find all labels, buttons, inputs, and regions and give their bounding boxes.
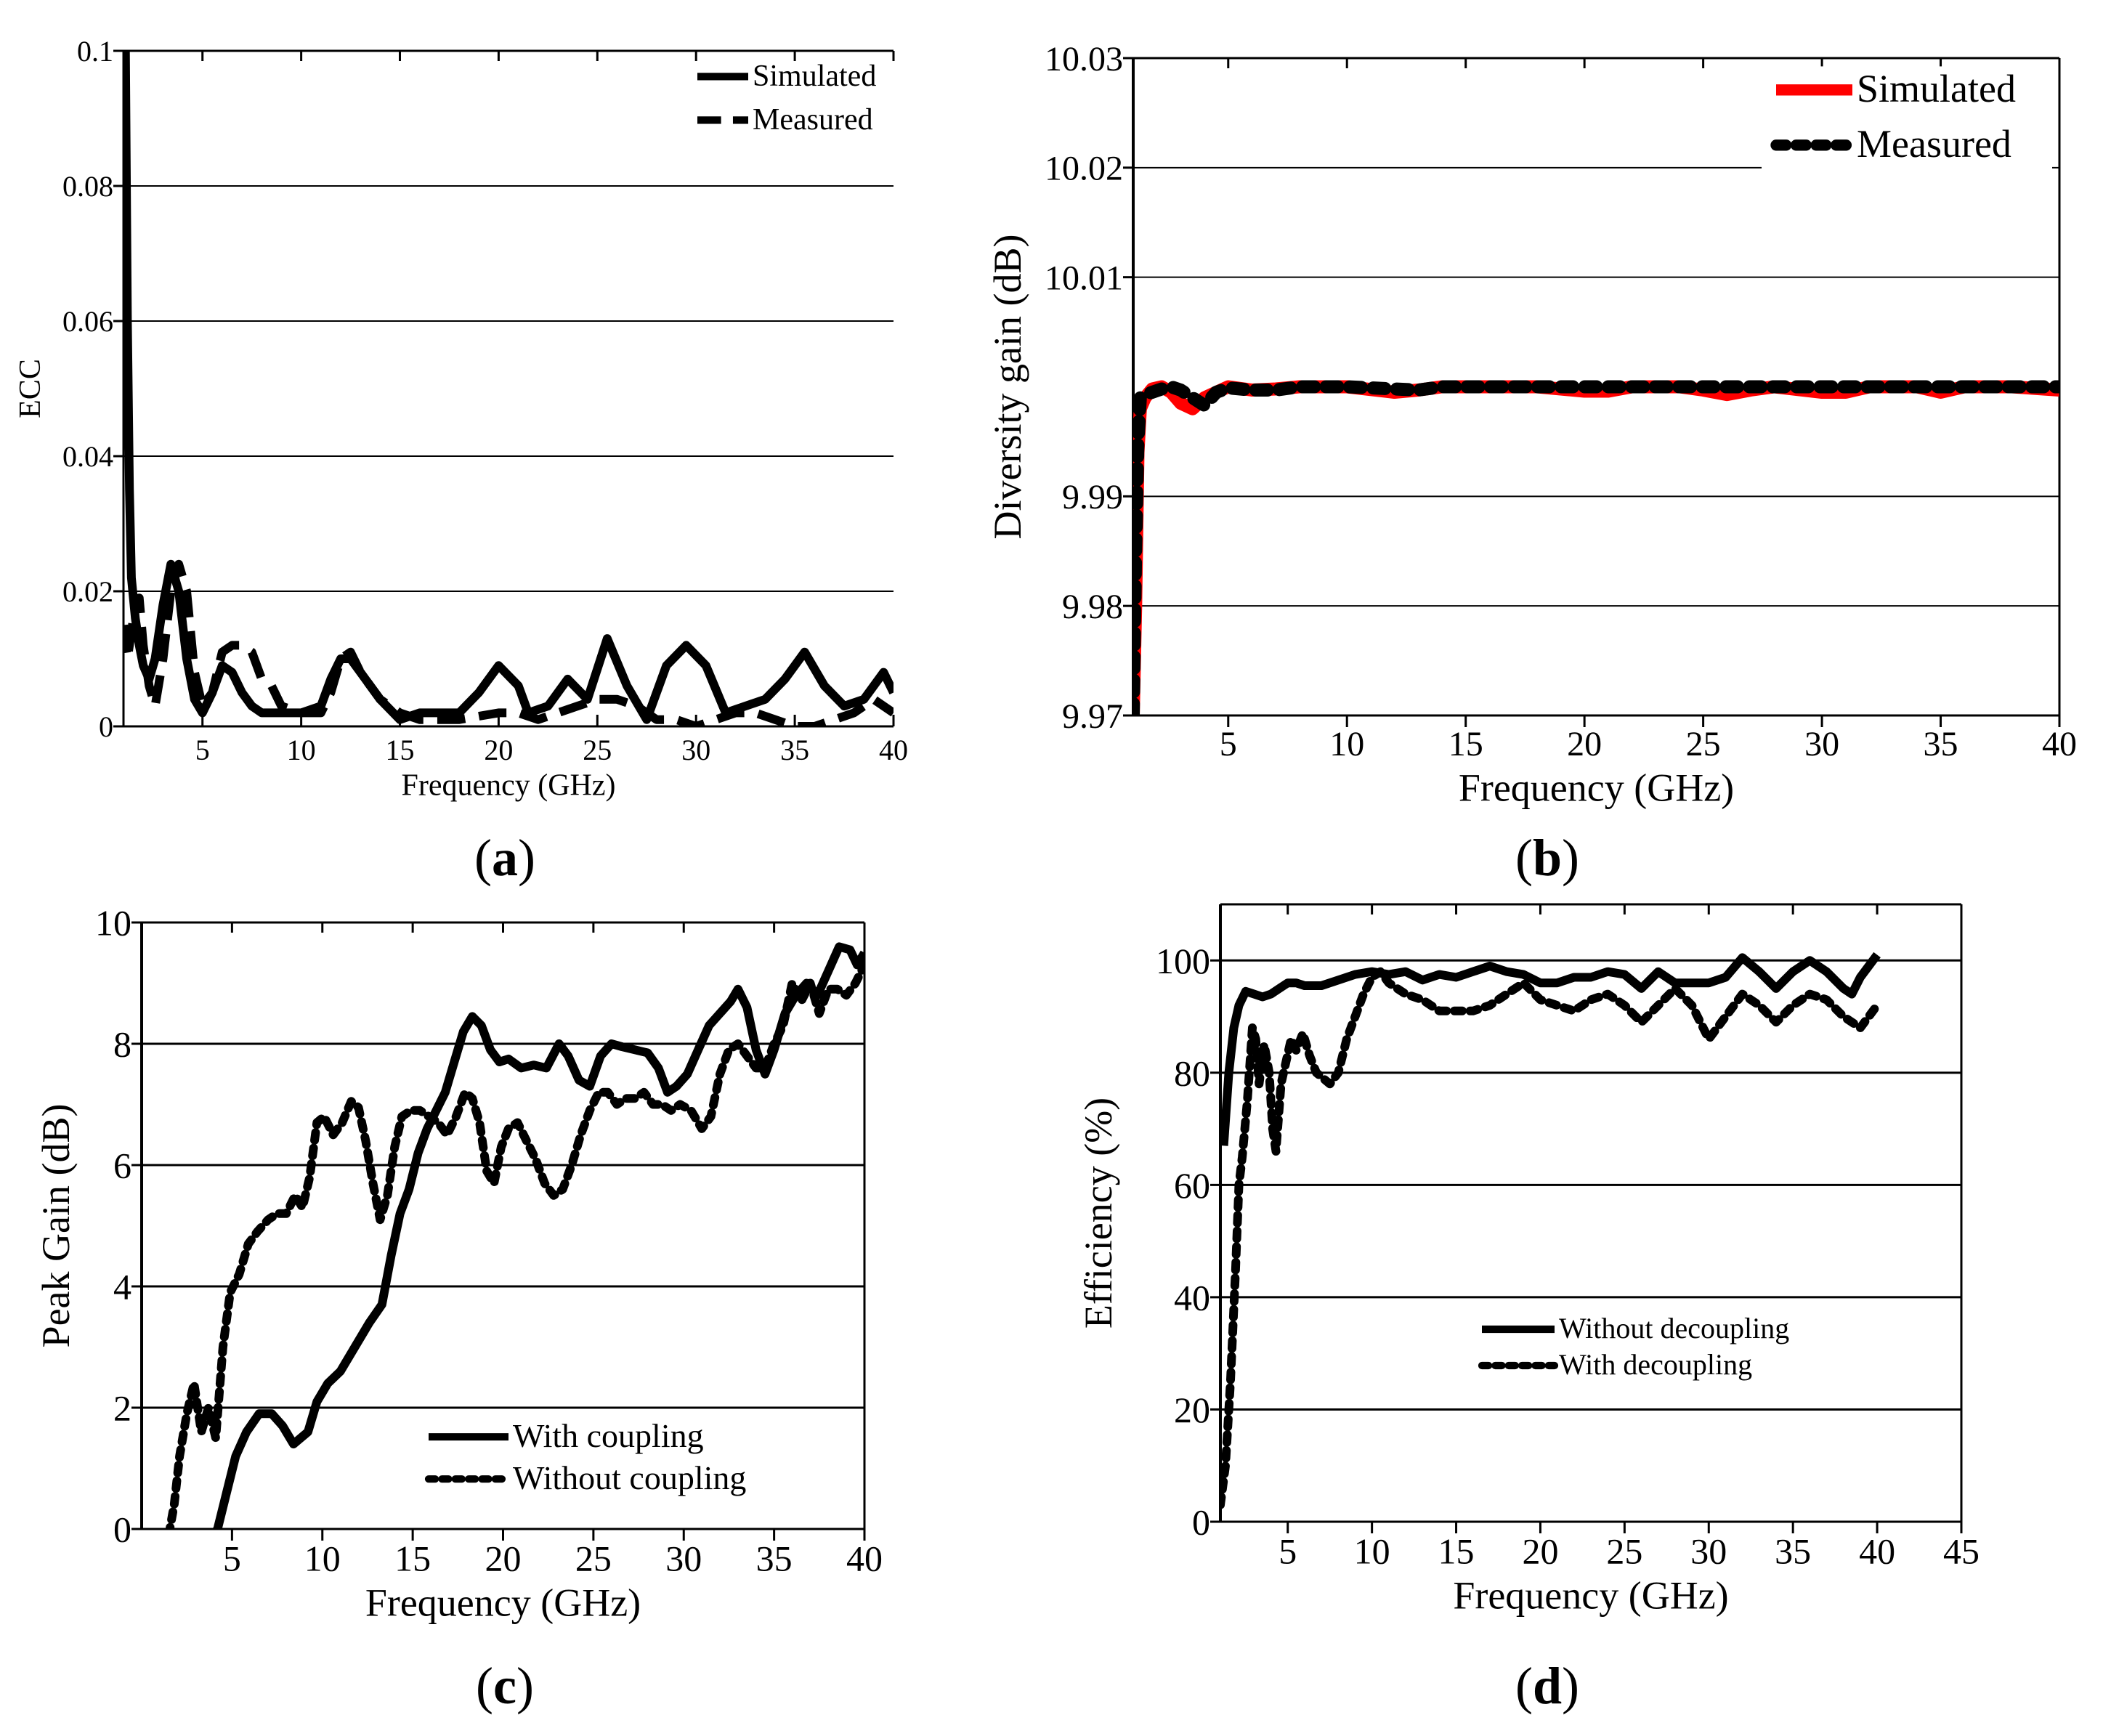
y-tick-label-c-3: 6 (113, 1145, 131, 1186)
x-tick-label-a-5: 30 (681, 734, 710, 766)
panel-label-a: (a) (474, 829, 535, 887)
y-tick-label-b-1: 9.98 (1062, 588, 1123, 626)
chart-b: 5 10 15 20 25 30 35 40 9.97 9.98 9.99 10.01 10.02 10.… (986, 40, 2077, 810)
y-tick-label-b-5: 10.03 (1045, 40, 1123, 78)
x-tick-label-d-8: 45 (1943, 1531, 1980, 1572)
x-tick-label-a-6: 35 (780, 734, 809, 766)
legend-c: With coupling Without coupling (424, 1417, 746, 1496)
y-tick-label-b-3: 10.01 (1045, 259, 1123, 297)
y-tick-label-b-4: 10.02 (1045, 150, 1123, 188)
x-axis-label-a: Frequency (GHz) (401, 768, 615, 802)
y-tick-label-a-0: 0 (99, 710, 113, 743)
x-tick-label-c-3: 20 (485, 1538, 522, 1579)
y-tick-label-d-2: 40 (1174, 1277, 1210, 1318)
legend-label-a-1: Measured (753, 103, 873, 137)
y-tick-label-a-5: 0.1 (77, 35, 113, 68)
legend-d: Without decoupling With decoupling (1478, 1312, 1789, 1381)
x-axis-label-b: Frequency (GHz) (1459, 766, 1734, 809)
y-tick-label-a-1: 0.02 (62, 575, 113, 608)
x-tick-label-b-2: 15 (1448, 725, 1483, 763)
x-tick-label-a-4: 25 (583, 734, 612, 766)
y-tick-label-d-1: 20 (1174, 1390, 1210, 1430)
y-tick-label-b-0: 9.97 (1062, 697, 1123, 736)
y-axis-label-d: Efficiency (%) (1077, 1098, 1120, 1329)
series-line-b-1 (1133, 380, 2059, 715)
x-tick-label-a-7: 40 (879, 734, 908, 766)
legend-label-b-0: Simulated (1857, 67, 2016, 110)
series-line-d-0 (1220, 952, 1881, 1146)
x-tick-label-b-1: 10 (1329, 725, 1364, 763)
legend-label-a-0: Simulated (753, 60, 876, 93)
x-tick-label-d-3: 20 (1522, 1531, 1558, 1572)
x-tick-label-d-0: 5 (1279, 1531, 1297, 1572)
y-tick-label-b-2: 9.99 (1062, 478, 1123, 516)
legend-label-c-0: With coupling (513, 1417, 704, 1454)
panel-label-c: (c) (476, 1657, 534, 1715)
x-tick-label-c-5: 30 (665, 1538, 702, 1579)
x-tick-label-d-6: 35 (1775, 1531, 1811, 1572)
x-tick-label-c-1: 10 (304, 1538, 341, 1579)
y-tick-label-d-3: 60 (1174, 1165, 1210, 1206)
x-tick-label-b-7: 40 (2042, 725, 2077, 763)
panel-label-b: (b) (1515, 829, 1579, 887)
x-tick-label-d-1: 10 (1354, 1531, 1390, 1572)
x-tick-label-b-4: 25 (1686, 725, 1721, 763)
y-tick-label-d-0: 0 (1192, 1502, 1210, 1543)
x-tick-label-c-2: 15 (394, 1538, 431, 1579)
series-line-a-1 (123, 559, 894, 726)
x-tick-label-b-5: 30 (1804, 725, 1839, 763)
y-axis-label-b: Diversity gain (dB) (986, 235, 1029, 540)
x-tick-label-a-3: 20 (484, 734, 513, 766)
x-tick-label-d-2: 15 (1438, 1531, 1475, 1572)
x-tick-label-d-5: 30 (1690, 1531, 1727, 1572)
y-tick-label-d-5: 100 (1156, 941, 1210, 981)
legend-b: Simulated Measured (1762, 66, 2052, 177)
panel-a: (a) 5 10 15 20 25 30 35 40 0 0.02 0.04 0.06 0.08 0.1 F… (14, 35, 908, 887)
y-tick-label-c-5: 10 (95, 903, 131, 944)
x-tick-label-a-1: 10 (287, 734, 316, 766)
x-tick-label-b-3: 20 (1567, 725, 1602, 763)
y-tick-label-d-4: 80 (1174, 1052, 1210, 1093)
x-tick-label-b-6: 35 (1924, 725, 1958, 763)
x-axis-label-d: Frequency (GHz) (1453, 1574, 1728, 1618)
chart-a: 5 10 15 20 25 30 35 40 0 0.02 0.04 0.06 0.08 0.1 Frequ… (14, 35, 908, 802)
legend-label-d-0: Without decoupling (1559, 1312, 1789, 1344)
x-tick-label-a-0: 5 (195, 734, 210, 766)
x-axis-label-c: Frequency (GHz) (365, 1581, 641, 1625)
chart-d: 5 10 15 20 25 30 35 40 45 0 20 40 60 80 100 Frequency (… (1077, 903, 1980, 1618)
y-tick-label-a-4: 0.08 (62, 170, 113, 203)
y-tick-label-a-3: 0.06 (62, 305, 113, 338)
y-tick-label-a-2: 0.04 (62, 440, 113, 473)
panel-c: (c) 5 10 15 20 25 30 35 40 0 2 4 6 8 10 Frequency (GHz… (34, 903, 883, 1716)
legend-label-c-1: Without coupling (513, 1459, 746, 1496)
x-tick-label-d-7: 40 (1859, 1531, 1895, 1572)
x-tick-label-c-6: 35 (756, 1538, 793, 1579)
x-tick-label-d-4: 25 (1606, 1531, 1642, 1572)
series-line-c-0 (212, 942, 864, 1529)
legend-label-d-1: With decoupling (1559, 1348, 1752, 1381)
y-tick-label-c-1: 2 (113, 1388, 131, 1429)
x-tick-label-c-0: 5 (223, 1538, 241, 1579)
x-tick-label-a-2: 15 (386, 734, 415, 766)
legend-label-b-1: Measured (1857, 122, 2011, 166)
y-tick-label-c-4: 8 (113, 1024, 131, 1065)
panel-b: (b) 5 10 15 20 25 30 35 40 9.97 9.98 9.99 10.01 10.0… (986, 40, 2077, 887)
x-tick-label-c-4: 25 (575, 1538, 612, 1579)
series-line-c-1 (165, 960, 864, 1529)
panel-d: (d) 5 10 15 20 25 30 35 40 45 0 20 40 60 80 100 Frequen… (1077, 903, 1980, 1715)
legend-a: Simulated Measured (697, 60, 876, 137)
series-line-d-1 (1220, 967, 1882, 1509)
y-axis-label-c: Peak Gain (dB) (34, 1104, 78, 1348)
y-tick-label-c-2: 4 (113, 1267, 131, 1307)
panel-label-d: (d) (1515, 1657, 1579, 1715)
x-tick-label-b-0: 5 (1220, 725, 1237, 763)
y-axis-label-a: ECC (14, 359, 47, 418)
chart-c: 5 10 15 20 25 30 35 40 0 2 4 6 8 10 Frequency (GHz) Pea… (34, 903, 883, 1625)
x-tick-label-c-7: 40 (846, 1538, 883, 1579)
y-tick-label-c-0: 0 (113, 1509, 131, 1550)
